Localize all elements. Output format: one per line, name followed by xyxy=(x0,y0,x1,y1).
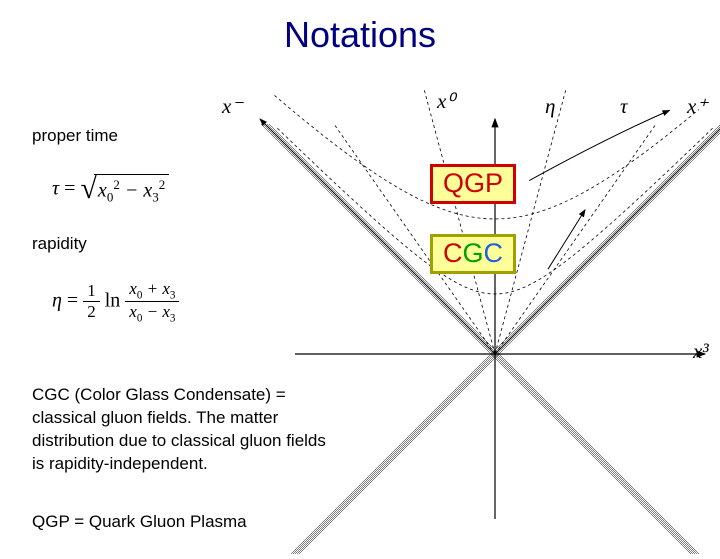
axis-label-x-three: x³ xyxy=(693,339,709,364)
tau-symbol: τ xyxy=(52,177,59,199)
cgc-letter-c2: C xyxy=(484,238,504,268)
page-title: Notations xyxy=(0,14,720,56)
axis-label-eta: η xyxy=(545,94,555,119)
cgc-letter-c: C xyxy=(443,238,463,268)
formula-eta: η = 12 ln x0 + x3x0 − x3 xyxy=(52,279,179,325)
eta-symbol: η xyxy=(52,289,62,311)
box-qgp: QGP xyxy=(430,164,516,204)
formula-tau: τ = √x02 − x32 xyxy=(52,174,169,206)
cgc-letter-g: G xyxy=(463,238,484,268)
axis-label-x-plus: x⁺ xyxy=(687,94,707,119)
spacetime-diagram: x⁻ x⁰ η τ x⁺ x³ QGP CGC xyxy=(225,89,720,554)
desc-qgp: QGP = Quark Gluon Plasma xyxy=(32,512,247,532)
axis-label-tau: τ xyxy=(620,94,628,119)
axis-label-x-minus: x⁻ xyxy=(222,94,242,119)
box-cgc: CGC xyxy=(430,234,516,274)
axis-label-x-zero: x⁰ xyxy=(437,89,455,114)
label-proper-time: proper time xyxy=(32,126,118,146)
label-rapidity: rapidity xyxy=(32,234,87,254)
diagram-svg xyxy=(225,89,720,554)
